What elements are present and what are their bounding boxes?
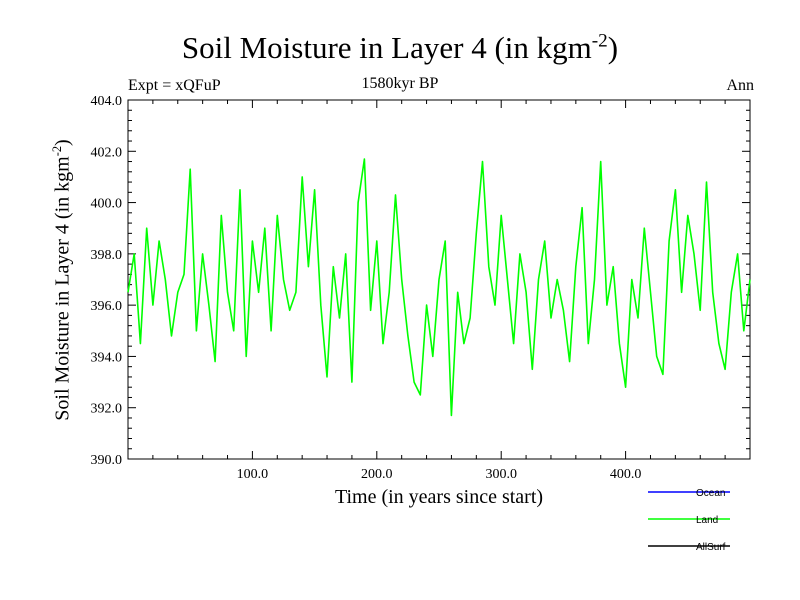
experiment-label: Expt = xQFuP xyxy=(128,77,221,94)
y-tick-label: 392.0 xyxy=(91,402,123,417)
legend-label-land: Land xyxy=(696,515,718,526)
y-tick-label: 390.0 xyxy=(91,453,123,468)
x-tick-label: 200.0 xyxy=(361,467,393,482)
y-tick-label: 402.0 xyxy=(91,145,123,160)
x-tick-label: 100.0 xyxy=(237,467,269,482)
y-tick-label: 404.0 xyxy=(91,94,123,109)
y-tick-label: 396.0 xyxy=(91,299,123,314)
legend-label-ocean: Ocean xyxy=(696,488,725,499)
series-line-land xyxy=(127,158,751,417)
legend-label-allsurf: AllSurf xyxy=(696,542,726,553)
x-tick-label: 300.0 xyxy=(485,467,517,482)
y-tick-label: 400.0 xyxy=(91,197,123,212)
y-tick-label: 394.0 xyxy=(91,350,123,365)
x-axis-label: Time (in years since start) xyxy=(334,486,544,508)
season-label: Ann xyxy=(726,77,754,94)
chart-title: Soil Moisture in Layer 4 (in kgm-2) xyxy=(181,30,619,65)
y-tick-label: 398.0 xyxy=(91,248,123,263)
x-tick-label: 400.0 xyxy=(610,467,642,482)
chart-subtitle: 1580kyr BP xyxy=(361,75,439,92)
